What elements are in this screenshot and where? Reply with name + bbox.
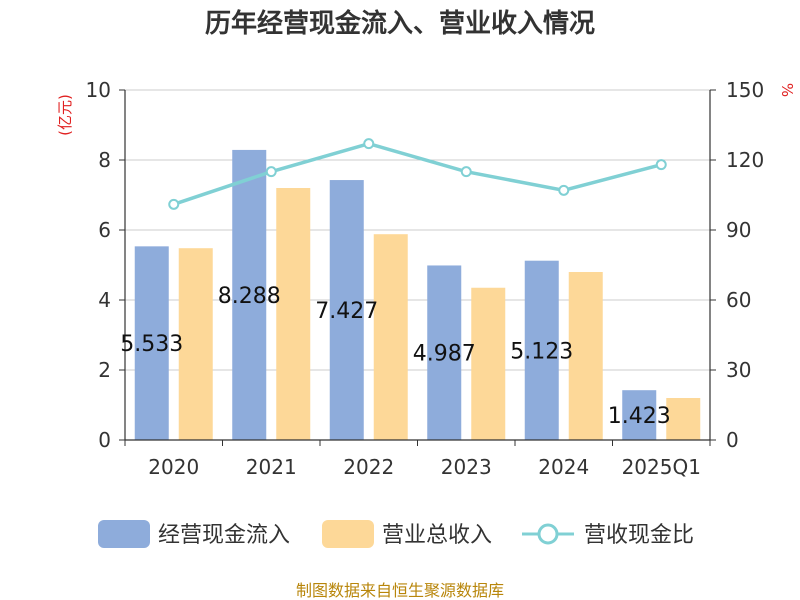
bar-cash-inflow <box>232 149 267 441</box>
data-label: 5.123 <box>510 339 573 364</box>
ratio-point <box>265 166 277 178</box>
right-tick-label: 120 <box>726 148 764 172</box>
data-label: 8.288 <box>218 284 281 309</box>
bar-revenue <box>471 287 506 440</box>
right-tick-label: 150 <box>726 78 764 102</box>
gridlines <box>125 89 710 371</box>
ratio-point <box>460 166 472 178</box>
ratio-point <box>655 159 667 171</box>
left-tick-label: 4 <box>98 288 111 312</box>
source-note: 制图数据来自恒生聚源数据库 <box>296 581 504 600</box>
data-label: 5.533 <box>120 332 183 357</box>
left-tick-label: 2 <box>98 358 111 382</box>
bar-revenue <box>178 248 213 440</box>
bar-cash-inflow <box>622 390 657 440</box>
ratio-line-path <box>173 141 662 206</box>
x-tick-label: 2023 <box>441 455 492 479</box>
legend: 经营现金流入 营业总收入 营收现金比 <box>98 520 694 548</box>
bars <box>134 149 701 441</box>
data-labels: 5.533 8.288 7.427 4.987 5.123 1.423 <box>120 284 670 429</box>
ratio-point <box>168 198 180 210</box>
right-tick-label: 30 <box>726 358 751 382</box>
x-tick-label: 2022 <box>343 455 394 479</box>
bar-revenue <box>373 234 408 440</box>
legend-swatch-cash-inflow <box>98 520 150 548</box>
data-label: 7.427 <box>315 299 378 324</box>
legend-label-revenue: 营业总收入 <box>382 523 492 548</box>
bar-cash-inflow <box>427 265 462 440</box>
right-tick-label: 0 <box>726 428 739 452</box>
bar-cash-inflow <box>329 180 364 440</box>
right-tick-label: 60 <box>726 288 751 312</box>
right-axis-unit: % <box>778 83 796 97</box>
x-tick-label: 2025Q1 <box>622 455 701 479</box>
axes <box>119 89 716 446</box>
left-axis-unit: (亿元) <box>56 94 74 136</box>
x-tick-label: 2020 <box>148 455 199 479</box>
right-tick-label: 90 <box>726 218 751 242</box>
chart-title: 历年经营现金流入、营业收入情况 <box>205 8 595 39</box>
left-tick-label: 6 <box>98 218 111 242</box>
bar-cash-inflow <box>134 246 169 440</box>
bar-cash-inflow <box>524 260 559 440</box>
ratio-point <box>558 184 570 196</box>
ratio-line <box>168 138 667 210</box>
bar-revenue <box>666 398 701 440</box>
legend-marker-ratio <box>537 523 559 545</box>
x-tick-label: 2021 <box>246 455 297 479</box>
legend-label-cash-inflow: 经营现金流入 <box>158 523 290 548</box>
data-label: 4.987 <box>413 342 476 367</box>
tick-labels: 0 0 2 30 4 60 6 90 8 120 10 150 2020 2021 2022 2023 2024… <box>86 78 765 479</box>
bar-revenue <box>276 188 311 440</box>
left-tick-label: 0 <box>98 428 111 452</box>
legend-swatch-revenue <box>322 520 374 548</box>
left-tick-label: 8 <box>98 148 111 172</box>
data-label: 1.423 <box>608 404 671 429</box>
legend-label-ratio: 营收现金比 <box>584 523 694 548</box>
left-tick-label: 10 <box>86 78 111 102</box>
x-tick-label: 2024 <box>538 455 589 479</box>
bar-revenue <box>568 272 603 440</box>
ratio-point <box>363 138 375 150</box>
